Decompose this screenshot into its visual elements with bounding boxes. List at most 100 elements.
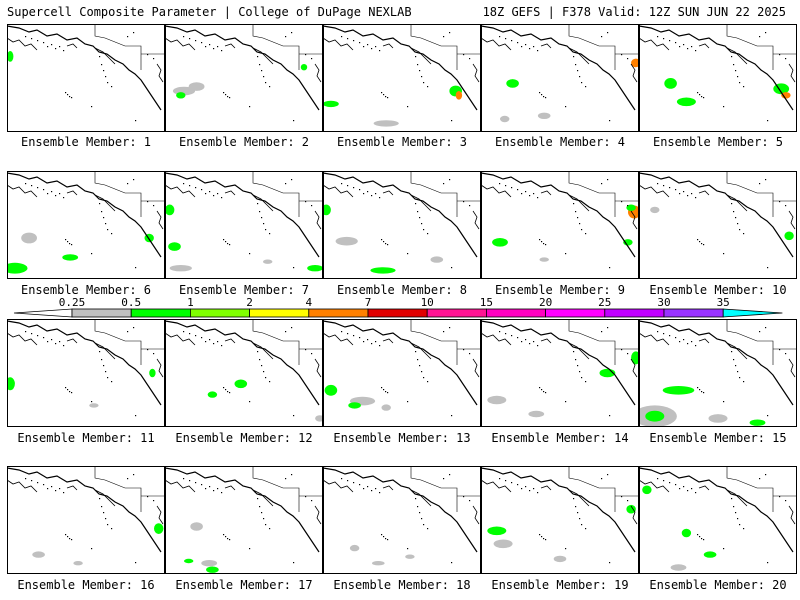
island	[205, 341, 207, 343]
island	[657, 183, 659, 185]
island	[701, 96, 703, 98]
island	[443, 36, 445, 38]
scp-contour-3	[670, 564, 687, 571]
island	[385, 538, 387, 540]
island	[695, 345, 697, 347]
island	[565, 548, 567, 550]
island	[105, 518, 107, 520]
coastline	[66, 190, 78, 196]
scp-contour-0	[165, 204, 175, 216]
island	[585, 528, 587, 530]
island	[737, 371, 739, 373]
island	[107, 524, 109, 526]
scp-contour-2	[73, 561, 83, 566]
coastline	[7, 172, 162, 258]
island	[427, 86, 429, 88]
island	[379, 492, 381, 494]
island	[575, 64, 577, 66]
scp-contour-0	[664, 78, 677, 89]
map-canvas	[165, 466, 323, 574]
scp-contour-1	[201, 560, 218, 567]
island	[385, 243, 387, 245]
island	[347, 38, 349, 40]
island	[385, 391, 387, 393]
island	[581, 82, 583, 84]
scp-contour-4	[263, 259, 273, 264]
island	[415, 498, 417, 500]
scp-contour-1	[626, 204, 636, 211]
island	[735, 70, 737, 72]
island	[371, 48, 373, 50]
island	[55, 195, 57, 197]
island	[259, 506, 261, 508]
coastline	[7, 37, 38, 51]
island	[581, 229, 583, 231]
island	[359, 189, 361, 191]
island	[657, 478, 659, 480]
island	[43, 484, 45, 486]
island	[511, 482, 513, 484]
island	[293, 267, 295, 269]
island	[701, 391, 703, 393]
ensemble-member-map-12	[165, 319, 323, 427]
scp-contour-2	[405, 554, 415, 559]
island	[669, 335, 671, 337]
island	[371, 195, 373, 197]
political-border	[726, 466, 774, 496]
map-frame	[323, 319, 481, 427]
island	[43, 337, 45, 339]
island	[601, 478, 603, 480]
island	[353, 40, 355, 42]
map-canvas	[7, 171, 165, 279]
island	[417, 211, 419, 213]
island	[577, 365, 579, 367]
island	[759, 36, 761, 38]
island	[695, 50, 697, 52]
colorbar-tick-label: 35	[717, 296, 730, 309]
island	[417, 359, 419, 361]
coastline	[252, 342, 274, 360]
coastline	[323, 479, 354, 493]
island	[47, 488, 49, 490]
coastline	[314, 210, 322, 230]
island	[565, 401, 567, 403]
island	[31, 185, 33, 187]
island	[153, 205, 155, 207]
island	[621, 349, 623, 351]
island	[99, 203, 101, 205]
island	[135, 267, 137, 269]
island	[703, 539, 705, 541]
scp-contour-2	[537, 112, 551, 120]
island	[545, 392, 547, 394]
island	[779, 349, 781, 351]
island	[249, 401, 251, 403]
island	[743, 528, 745, 530]
ensemble-member-label-11: Ensemble Member: 11	[17, 431, 155, 445]
island	[687, 48, 689, 50]
coastline	[323, 320, 478, 406]
island	[359, 42, 361, 44]
colorbar-bin-8	[545, 308, 606, 318]
coastline	[472, 210, 480, 230]
coastline	[94, 489, 116, 507]
island	[663, 38, 665, 40]
island	[371, 490, 373, 492]
island	[779, 496, 781, 498]
island	[703, 244, 705, 246]
political-border	[94, 171, 142, 201]
island	[577, 512, 579, 514]
ensemble-member-label-5: Ensemble Member: 5	[652, 135, 784, 149]
island	[737, 76, 739, 78]
scp-contour-0	[154, 523, 164, 534]
map-canvas	[481, 319, 639, 427]
island	[451, 120, 453, 122]
island	[213, 343, 215, 345]
island	[657, 36, 659, 38]
island	[585, 233, 587, 235]
island	[107, 82, 109, 84]
island	[227, 391, 229, 393]
island	[269, 528, 271, 530]
island	[687, 195, 689, 197]
island	[285, 331, 287, 333]
island	[703, 392, 705, 394]
